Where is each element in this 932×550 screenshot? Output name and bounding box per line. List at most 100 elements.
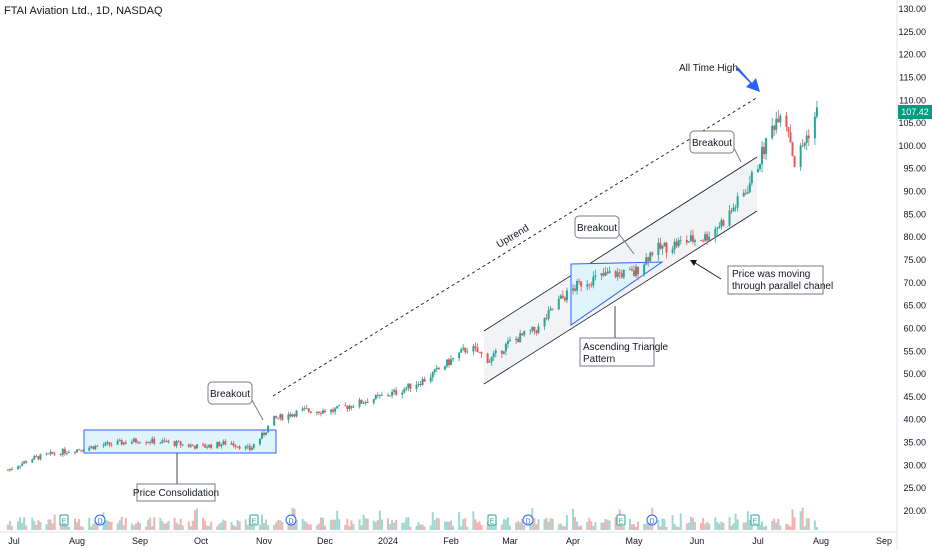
volume-bar <box>506 517 509 530</box>
volume-bar <box>433 520 436 530</box>
dividend-marker-icon[interactable] <box>285 514 297 526</box>
candle-body <box>643 264 646 275</box>
candle-body <box>88 447 91 451</box>
candle-body <box>33 456 36 460</box>
candle-body <box>210 444 213 448</box>
volume-bar <box>466 526 469 530</box>
candle-body <box>671 249 674 253</box>
volume-bar <box>67 526 70 530</box>
volume-bar <box>273 524 276 530</box>
volume-bar <box>744 522 747 530</box>
consolidation-label-box <box>136 483 216 502</box>
volume-bar <box>206 525 209 530</box>
candle-body <box>405 387 408 390</box>
dividend-marker-icon[interactable] <box>646 514 658 526</box>
x-tick-label: Aug <box>69 536 85 546</box>
volume-bar <box>236 519 239 530</box>
candle-body <box>234 445 237 447</box>
volume-bar <box>334 519 337 530</box>
volume-bar <box>118 520 121 530</box>
candle-body <box>728 210 731 226</box>
volume-bar <box>750 521 753 530</box>
candle-body <box>661 245 664 249</box>
volume-bar <box>606 519 609 530</box>
candle-body <box>358 399 361 407</box>
y-tick-label: 80.00 <box>903 232 926 242</box>
candle-body <box>51 451 54 454</box>
candle-body <box>490 357 493 362</box>
volume-bar <box>620 525 623 530</box>
earnings-marker-icon[interactable] <box>750 514 760 526</box>
volume-bar <box>279 520 282 530</box>
candle-body <box>813 116 816 139</box>
y-axis: 20.00 25.00 30.00 35.00 40.00 45.00 50.00 55.00… <box>898 4 926 516</box>
volume-bar <box>234 526 237 530</box>
candle-body <box>177 441 180 443</box>
volume-bar <box>193 510 196 530</box>
candle-body <box>665 242 668 253</box>
candle-body <box>78 449 81 451</box>
volume-bar <box>675 526 678 530</box>
candle-body <box>531 326 534 331</box>
candle-body <box>248 446 251 451</box>
candle-body <box>689 235 692 242</box>
candle-body <box>433 369 436 373</box>
candle-body <box>260 432 263 439</box>
candle-body <box>504 343 507 352</box>
candle-body <box>533 326 536 331</box>
candle-body <box>122 442 125 445</box>
volume-bar <box>232 524 235 530</box>
volume-bar <box>222 519 225 530</box>
candle-body <box>815 107 818 117</box>
candle-body <box>706 234 709 241</box>
volume-bar <box>149 517 152 530</box>
candle-body <box>238 446 241 449</box>
volume-bar <box>775 522 778 530</box>
earnings-marker-icon[interactable] <box>487 514 497 526</box>
candle-body <box>529 330 532 332</box>
event-marker-label: D <box>649 519 654 526</box>
volume-bar <box>549 518 552 530</box>
candle-body <box>773 125 776 130</box>
volume-bar <box>33 520 36 530</box>
volume-bar <box>635 526 638 530</box>
volume-bar <box>19 517 22 530</box>
earnings-marker-icon[interactable] <box>59 514 69 526</box>
y-tick-label: 60.00 <box>903 323 926 333</box>
x-tick-label: Aug <box>813 536 829 546</box>
dividend-marker-icon[interactable] <box>522 514 534 526</box>
ath-arrow-icon <box>736 67 760 92</box>
candle-body <box>175 441 178 446</box>
volume-bar <box>704 523 707 530</box>
volume-bar <box>478 521 481 530</box>
volume-bar <box>515 522 518 530</box>
volume-bar <box>474 519 477 530</box>
volume-bar <box>616 521 619 530</box>
candle-body <box>120 440 123 445</box>
volume-bar <box>761 521 764 530</box>
dividend-marker-icon[interactable] <box>94 514 106 526</box>
y-tick-label: 95.00 <box>903 164 926 174</box>
candle-body <box>193 446 196 449</box>
candle-body <box>263 432 266 435</box>
candle-body <box>464 347 467 353</box>
candle-body <box>421 379 424 385</box>
volume-bar <box>637 521 640 530</box>
volume-bar <box>336 510 339 530</box>
y-tick-label: 45.00 <box>903 392 926 402</box>
earnings-marker-icon[interactable] <box>249 514 259 526</box>
candle-body <box>592 276 595 286</box>
volume-bar <box>504 519 507 530</box>
volume-bar <box>258 524 261 530</box>
candle-body <box>319 412 322 414</box>
earnings-marker-icon[interactable] <box>616 514 626 526</box>
candle-body <box>632 270 635 276</box>
volume-bar <box>319 517 322 530</box>
volume-bar <box>732 523 735 530</box>
candle-body <box>159 442 162 444</box>
volume-bar <box>8 521 11 530</box>
candle-body <box>334 408 337 412</box>
event-marker-label: D <box>288 519 293 526</box>
candle-body <box>765 138 768 155</box>
